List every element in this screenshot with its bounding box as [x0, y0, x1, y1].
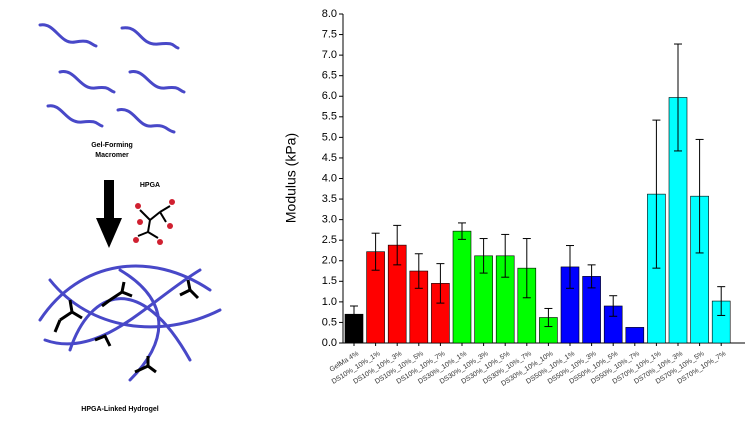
macromer-strand: [128, 70, 186, 94]
arrow-head: [96, 218, 122, 248]
y-tick-label: 2.0: [322, 255, 337, 267]
macromer-label: Macromer: [95, 152, 129, 159]
hpga-ends: [133, 199, 175, 245]
bar: [452, 230, 472, 344]
hydrogel-crosslinks: [53, 279, 200, 374]
macromer-strand: [38, 23, 98, 48]
y-tick-label: 1.0: [322, 296, 337, 308]
hydrogel-label: HPGA-Linked Hydrogel: [81, 406, 158, 413]
y-tick-label: 6.5: [322, 70, 337, 82]
hydrogel-network: [38, 264, 222, 382]
crosslinker-label: HPGA: [140, 182, 160, 189]
y-tick-label: 5.5: [322, 111, 337, 123]
hpga-molecule: [137, 205, 171, 239]
y-tick-label: 8.0: [322, 8, 337, 20]
y-tick-label: 7.0: [322, 49, 337, 61]
macromer-strand: [120, 26, 180, 50]
y-tick-label: 6.0: [322, 90, 337, 102]
macromer-strand: [46, 104, 104, 128]
y-tick-label: 3.0: [322, 214, 337, 226]
y-tick-label: 7.5: [322, 28, 337, 40]
bar: [625, 327, 645, 344]
y-tick-label: 3.5: [322, 193, 337, 205]
macromer-strand: [116, 108, 176, 134]
arrow-shaft: [104, 180, 114, 220]
macromer-strand: [58, 70, 116, 94]
y-tick-label: 0.0: [322, 337, 337, 349]
y-tick-label: 4.0: [322, 172, 337, 184]
y-tick-label: 0.5: [322, 316, 337, 328]
y-tick-label: 2.5: [322, 234, 337, 246]
schematic: [38, 23, 186, 134]
y-tick-label: 1.5: [322, 275, 337, 287]
y-tick-label: 5.0: [322, 131, 337, 143]
macromer-label: Gel-Forming: [91, 142, 133, 149]
y-tick-label: 4.5: [322, 152, 337, 164]
y-axis-title: Modulus (kPa): [283, 133, 299, 223]
